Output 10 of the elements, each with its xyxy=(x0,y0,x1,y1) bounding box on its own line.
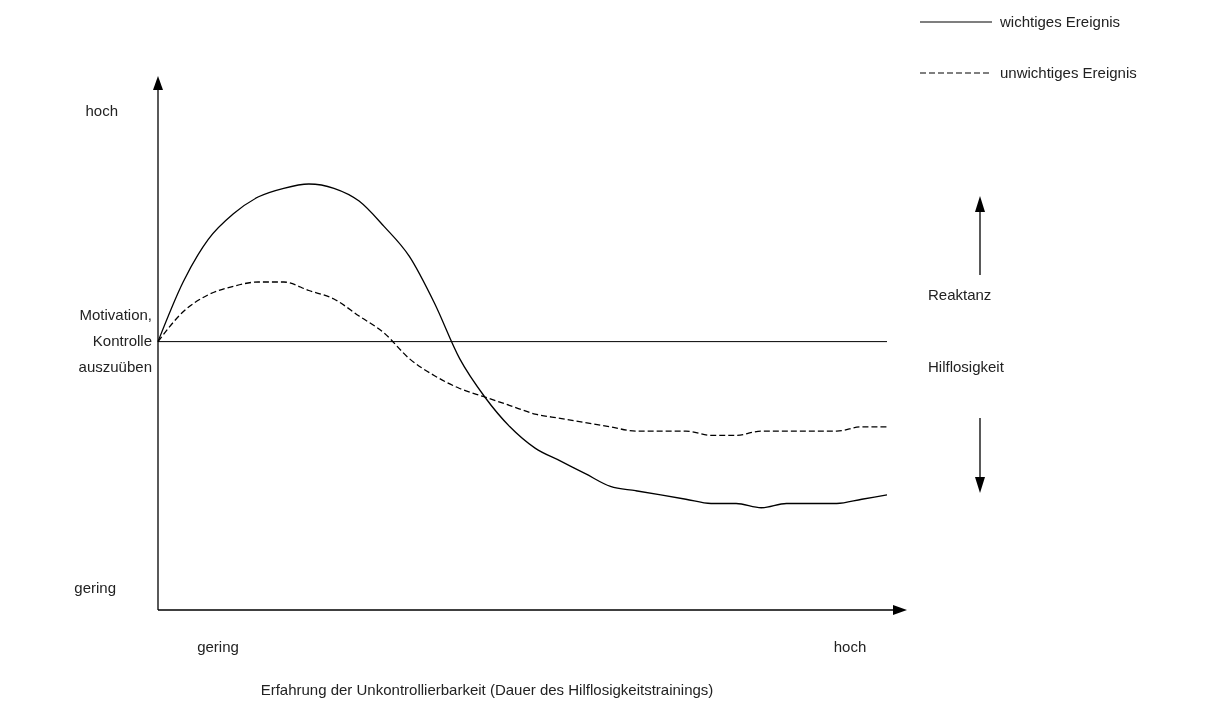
text: hoch xyxy=(85,102,118,119)
text: gering xyxy=(197,638,239,655)
legend-label: wichtiges Ereignis xyxy=(999,13,1121,30)
legend-label: unwichtiges Ereignis xyxy=(1000,64,1137,81)
text: Reaktanz xyxy=(928,286,992,303)
text: gering xyxy=(74,579,116,596)
x-axis-title: Erfahrung der Unkontrollierbarkeit (Dauer des Hilflosigkeitstrainings) xyxy=(260,681,714,698)
ref-line-label: Motivation, Kontrolle auszuüben xyxy=(78,305,152,375)
text: Hilflosigkeit xyxy=(928,358,1005,375)
text: hoch xyxy=(833,638,867,655)
